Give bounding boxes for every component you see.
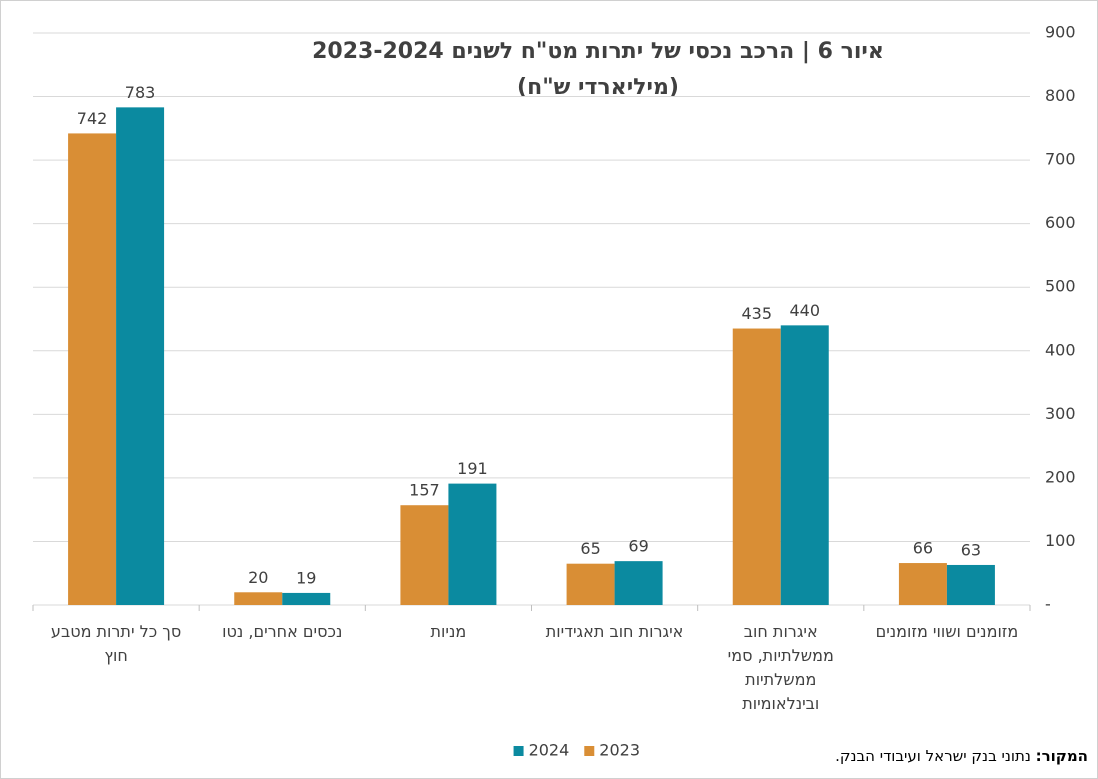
y-tick-label: 800 (1045, 86, 1076, 105)
y-tick-label: 100 (1045, 531, 1076, 550)
bar (614, 561, 663, 605)
data-label: 63 (961, 540, 981, 559)
legend-label: 2023 (599, 741, 640, 760)
data-label: 435 (741, 304, 772, 323)
legend-label: 2024 (529, 741, 570, 760)
data-label: 440 (789, 301, 820, 320)
x-tick-label: איגרות חוב ממשלתיות, סמי ממשלתיות ובינלא… (727, 622, 834, 713)
bar (116, 107, 165, 606)
chart-title: איור 6 | הרכב נכסי של יתרות מט"ח לשנים 2… (312, 39, 884, 64)
bar (566, 563, 615, 605)
y-tick-label: - (1045, 595, 1051, 614)
bar (898, 563, 947, 605)
data-label: 191 (457, 459, 488, 478)
legend-swatch (584, 746, 595, 756)
source: המקור: נתוני בנק ישראל ועיבודי הבנק. (835, 747, 1088, 765)
bar (400, 505, 449, 605)
y-tick-label: 300 (1045, 404, 1076, 423)
y-tick-label: 700 (1045, 150, 1076, 169)
data-label: 69 (628, 537, 648, 556)
y-tick-label: 400 (1045, 340, 1076, 359)
bar (732, 328, 781, 605)
chart-subtitle: (מיליארדי ש"ח) (517, 75, 679, 100)
y-tick-label: 900 (1045, 23, 1076, 42)
x-tick-label: איגרות חוב תאגידיות (545, 622, 684, 641)
x-tick-label: מניות (430, 622, 467, 641)
bar (234, 592, 283, 605)
source-label: המקור: (1035, 747, 1088, 765)
y-tick-label: 600 (1045, 213, 1076, 232)
bar (282, 592, 331, 605)
x-tick-label: סך כל יתרות מטבע חוץ (50, 622, 182, 665)
data-label: 20 (248, 568, 268, 587)
data-label: 742 (77, 109, 108, 128)
bar (68, 133, 117, 605)
bar (448, 483, 497, 605)
y-tick-label: 500 (1045, 277, 1076, 296)
y-tick-label: 200 (1045, 467, 1076, 486)
data-label: 783 (125, 83, 156, 102)
x-tick-label: נכסים אחרים, נטו (222, 622, 343, 641)
x-tick-label: מזומנים ושווי מזומנים (875, 622, 1019, 641)
data-label: 65 (580, 539, 600, 558)
bar (780, 325, 829, 605)
data-label: 157 (409, 481, 440, 500)
legend-swatch (513, 746, 524, 756)
source-text: נתוני בנק ישראל ועיבודי הבנק. (835, 747, 1031, 765)
data-label: 66 (913, 539, 933, 558)
data-label: 19 (296, 568, 316, 587)
bar (946, 564, 995, 605)
